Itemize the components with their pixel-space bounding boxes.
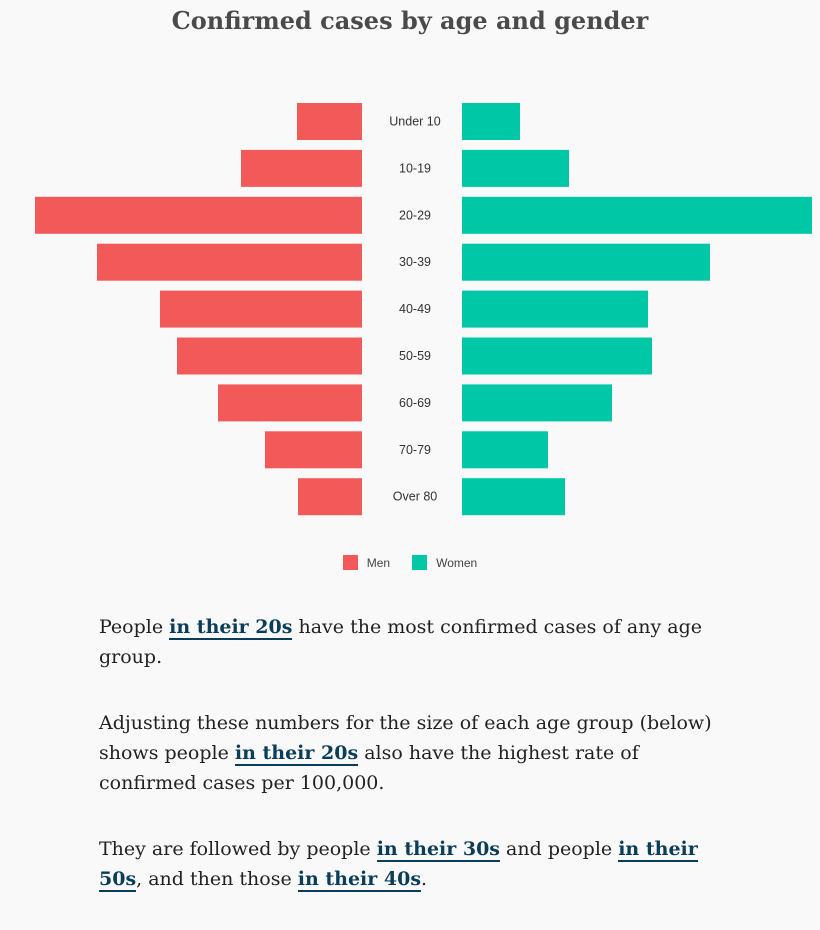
bar-women-70-79	[462, 431, 548, 469]
category-label-50-59: 50-59	[399, 349, 431, 363]
legend-item-women: Women	[412, 555, 477, 570]
story-paragraph-2: Adjusting these numbers for the size of …	[99, 708, 719, 798]
story-text-segment: .	[421, 868, 428, 890]
legend-label-men: Men	[366, 555, 391, 570]
story-text-segment: , and then those	[136, 868, 298, 890]
bar-men-70-79	[265, 431, 362, 469]
legend-label-women: Women	[436, 555, 478, 570]
story-text-segment: also have the highest rate of confirmed …	[99, 742, 639, 794]
story-text-segment: and people	[500, 838, 619, 860]
category-label-30-39: 30-39	[399, 255, 431, 269]
bar-men-under-10	[297, 103, 362, 140]
story-text-segment: Adjusting these numbers for the size of …	[99, 712, 712, 764]
link-in-their-30s[interactable]: in their 30s	[376, 838, 501, 862]
bar-women-under-10	[462, 103, 520, 140]
bar-women-10-19	[462, 149, 569, 187]
category-label-10-19: 10-19	[399, 161, 431, 175]
bar-women-40-49	[462, 290, 648, 328]
legend-swatch-women	[412, 555, 428, 570]
population-pyramid-chart: Under 10 10-19 20-29 30-39 40-49 50-59 60-69 70…	[35, 103, 812, 516]
bar-women-60-69	[462, 384, 612, 422]
legend-swatch-men	[342, 555, 358, 570]
page: Confirmed cases by age and gender Under …	[0, 6, 820, 892]
story-text-segment: They are followed by people	[99, 838, 377, 860]
story-text-segment: have the most confirmed cases of any age…	[99, 616, 702, 668]
bar-women-30-39	[462, 243, 710, 281]
bar-men-20-29	[35, 196, 362, 234]
legend-item-men: Men	[342, 555, 391, 570]
bar-men-over-80	[298, 478, 362, 516]
category-label-under-10: Under 10	[389, 115, 440, 129]
bar-women-20-29	[462, 196, 812, 234]
link-in-their-20s[interactable]: in their 20s	[169, 616, 293, 640]
story-paragraph-3: They are followed by people in their 30s…	[99, 834, 719, 894]
chart-title: Confirmed cases by age and gender	[171, 6, 649, 35]
bar-men-10-19	[241, 149, 362, 187]
chart-legend: Men Women	[0, 555, 820, 570]
bar-women-over-80	[462, 478, 565, 516]
category-label-20-29: 20-29	[399, 208, 431, 222]
story-paragraph-1: People in their 20s have the most confir…	[99, 612, 719, 672]
category-label-60-69: 60-69	[399, 396, 431, 410]
bar-men-60-69	[218, 384, 362, 422]
bar-men-30-39	[97, 243, 362, 281]
link-in-their-40s[interactable]: in their 40s	[297, 868, 422, 892]
bar-men-40-49	[160, 290, 362, 328]
story-text-segment: People	[99, 616, 170, 638]
category-label-70-79: 70-79	[399, 443, 431, 457]
category-label-over-80: Over 80	[393, 490, 438, 504]
category-label-40-49: 40-49	[399, 302, 431, 316]
link-in-their-20s-rate[interactable]: in their 20s	[234, 742, 359, 766]
bar-women-50-59	[462, 337, 652, 375]
bar-men-50-59	[177, 337, 362, 375]
story-text: People in their 20s have the most confir…	[99, 612, 719, 930]
